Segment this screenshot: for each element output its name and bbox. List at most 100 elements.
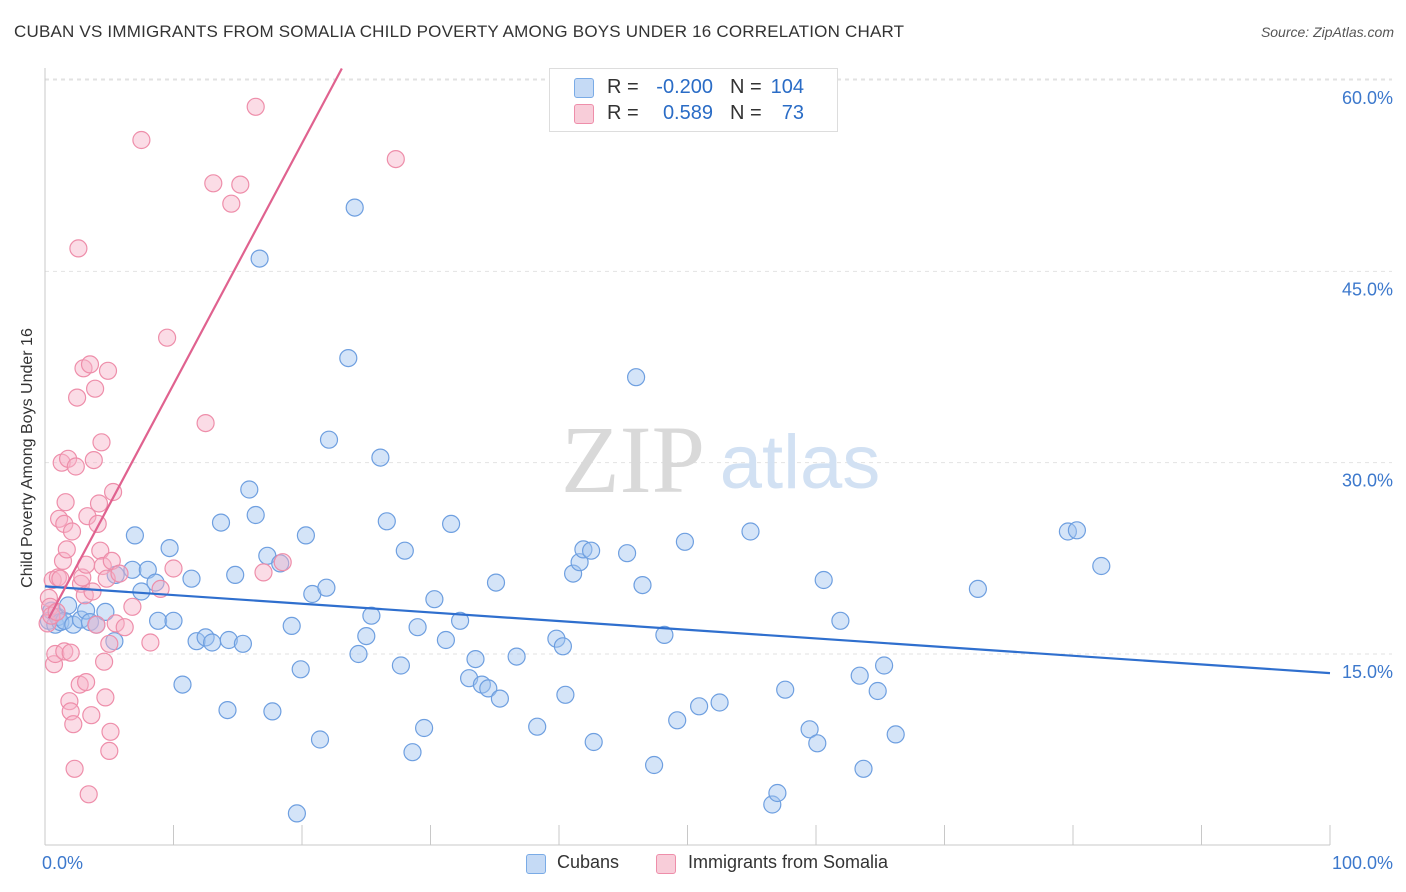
grid-lines (45, 78, 1392, 655)
somalia-point (61, 643, 80, 662)
somalia-point (231, 175, 250, 194)
cubans-point (436, 630, 455, 650)
cubans-point (395, 541, 414, 560)
cubans-point (233, 634, 252, 653)
cubans-point (800, 720, 819, 739)
cubans-point (96, 602, 115, 622)
somalia-point (273, 553, 292, 572)
somalia-point (101, 722, 120, 741)
cubans-point (808, 734, 827, 753)
x-tick-label: 0.0% (42, 853, 83, 873)
cubans-point (556, 685, 575, 704)
somalia-point (100, 741, 119, 761)
y-axis-title: Child Poverty Among Boys Under 16 (19, 328, 36, 588)
legend-label-somalia: Immigrants from Somalia (688, 852, 889, 872)
cubans-point (317, 578, 336, 597)
somalia-point (115, 618, 134, 637)
cubans-point (362, 606, 381, 625)
somalia-point (69, 239, 88, 258)
cubans-point (377, 512, 396, 531)
somalia-point (96, 688, 115, 707)
somalia-point (57, 540, 76, 559)
cubans-point (282, 616, 301, 636)
somalia-point (82, 706, 101, 725)
cubans-point (160, 538, 179, 558)
cubans-point (164, 611, 183, 630)
cubans-point (675, 532, 695, 551)
somalia-point (49, 509, 69, 528)
somalia-point (87, 615, 106, 634)
cubans-point (345, 198, 364, 217)
somalia-point (254, 563, 273, 582)
somalia-trend-line (47, 68, 343, 619)
cubans-point (76, 601, 96, 620)
tick-labels: 15.0% 30.0% 45.0% 60.0% 0.0% 100.0% (42, 88, 1393, 873)
cubans-point (626, 368, 646, 387)
cubans-point (668, 711, 687, 730)
cubans-point (563, 564, 583, 583)
somalia-point (196, 414, 215, 433)
somalia-point (92, 433, 111, 452)
cubans-point (105, 632, 124, 651)
legend-n-value: 104 (770, 76, 804, 98)
y-tick-label: 30.0% (1342, 471, 1393, 491)
cubans-point (219, 630, 238, 650)
cubans-point (182, 569, 201, 588)
cubans-point (246, 505, 265, 525)
cubans-point (581, 541, 601, 560)
somalia-point (88, 514, 107, 534)
cubans-point (886, 725, 905, 744)
legend-label-cubans: Cubans (557, 852, 620, 872)
somalia-point (94, 652, 114, 671)
cubans-point (486, 573, 506, 592)
cubans-point (850, 666, 869, 685)
somalia-point (67, 388, 87, 407)
data-points (38, 97, 1111, 823)
cubans-point (250, 249, 269, 268)
somalia-point (65, 759, 84, 778)
somalia-point (204, 174, 223, 193)
cubans-point (125, 526, 144, 545)
cubans-point (617, 544, 637, 563)
somalia-point (84, 451, 103, 470)
cubans-point (58, 596, 78, 615)
legend-n-label: N = (730, 76, 762, 98)
somalia-point (76, 672, 96, 692)
trend-lines (44, 68, 1331, 675)
watermark-zip: ZIP (561, 406, 705, 513)
cubans-point (218, 700, 237, 720)
cubans-point (203, 633, 222, 652)
cubans-point (173, 675, 192, 694)
source-credit: Source: ZipAtlas.com (1260, 24, 1394, 40)
watermark: ZIP atlas (561, 406, 880, 513)
cubans-point (211, 513, 231, 532)
cubans-point (968, 579, 988, 599)
cubans-point (655, 625, 674, 645)
somalia-point (164, 559, 183, 578)
cubans-point (319, 430, 339, 449)
somalia-point (56, 493, 75, 512)
cubans-point (187, 632, 206, 651)
cubans-point (391, 656, 410, 675)
cubans-point (415, 718, 434, 738)
somalia-point (78, 507, 97, 526)
somalia-point (132, 130, 151, 150)
cubans-point (1092, 556, 1111, 576)
cubans-point (357, 626, 376, 646)
legend-swatch-cubans (526, 854, 546, 874)
cubans-trend-line (44, 585, 1331, 675)
somalia-point (58, 449, 78, 468)
legend-swatch-somalia (574, 104, 594, 124)
legend-row-somalia: R = 0.589 N = 73 (550, 100, 837, 126)
somalia-point (85, 379, 105, 398)
cubans-point (263, 702, 282, 721)
somalia-point (89, 494, 109, 513)
cubans-point (741, 522, 760, 541)
cubans-point (710, 693, 729, 712)
somalia-point (246, 97, 265, 116)
cubans-point (349, 644, 368, 664)
somalia-point (91, 541, 110, 560)
cubans-point (296, 526, 315, 545)
watermark-atlas: atlas (720, 420, 881, 505)
legend-n-label: N = (730, 102, 762, 124)
